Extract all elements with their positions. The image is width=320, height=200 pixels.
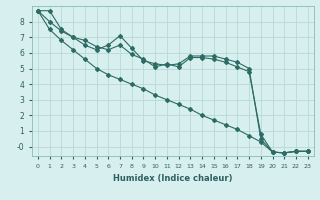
X-axis label: Humidex (Indice chaleur): Humidex (Indice chaleur) [113, 174, 233, 183]
